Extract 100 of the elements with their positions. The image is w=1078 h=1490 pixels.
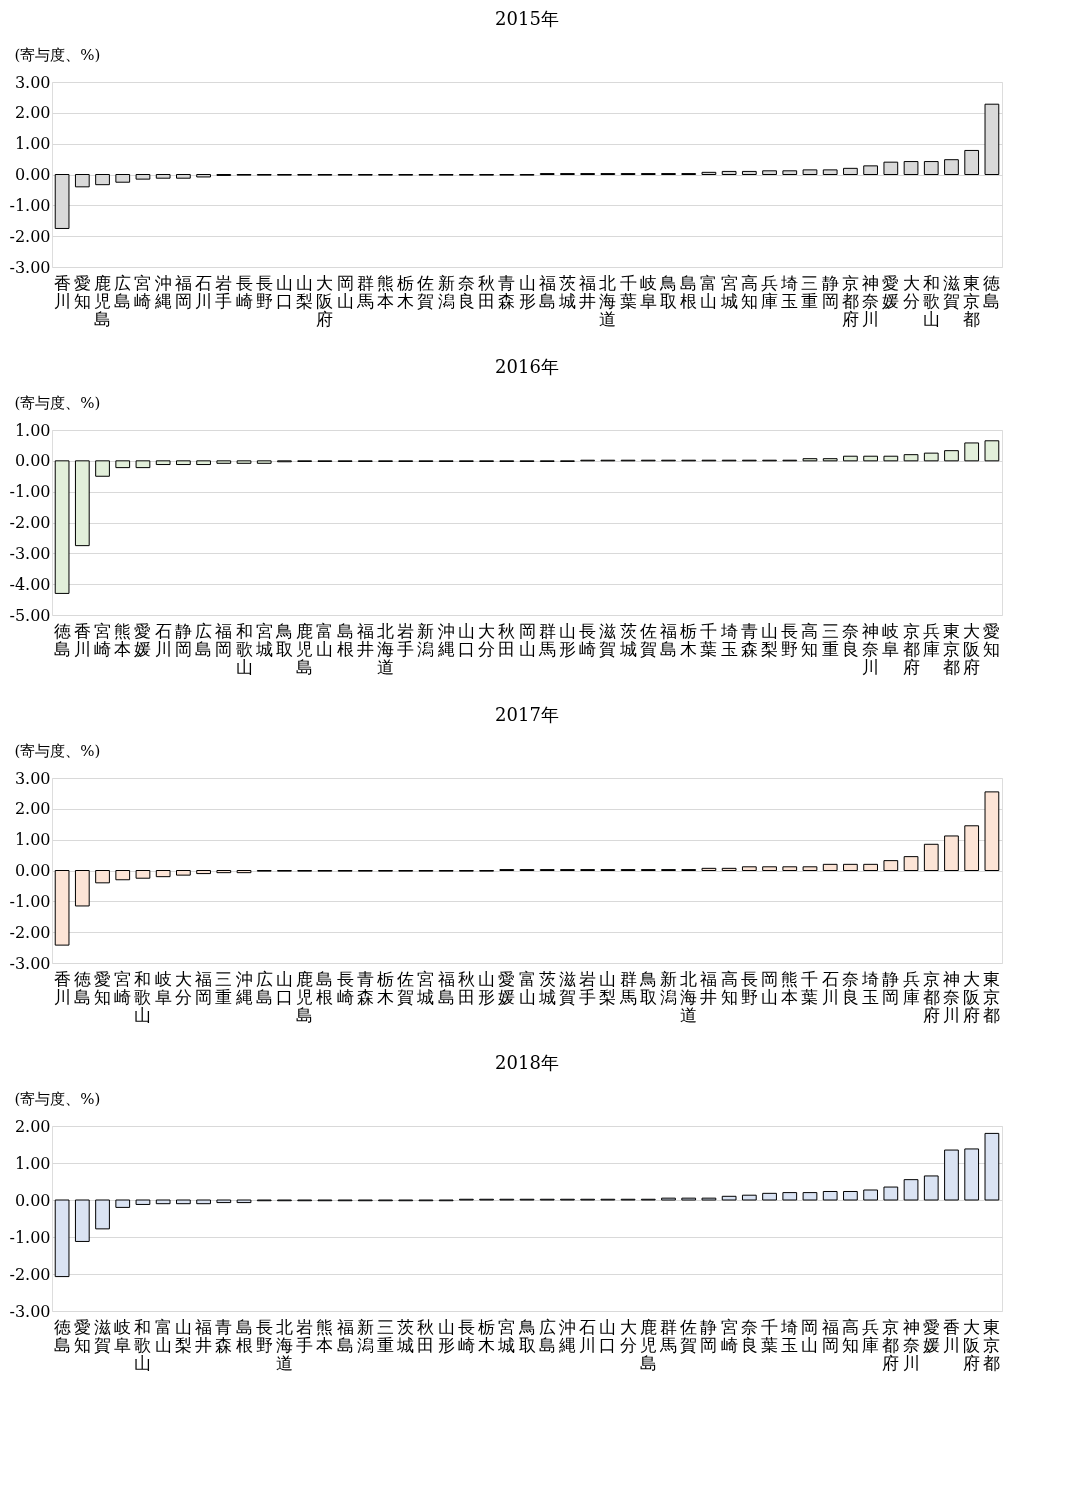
x-tick-label: 青森 [215,1316,233,1355]
bar [883,860,899,871]
x-tick-label: 香川 [53,272,71,311]
y-tick-label: -1.00 [9,1227,51,1247]
x-tick-label: 秋田 [417,1316,435,1355]
x-tick-label: 香川 [73,620,91,659]
x-tick-label: 茨城 [537,968,556,1007]
x-tick-label: 石川 [579,1316,597,1355]
y-tick-label: -3.00 [9,257,51,277]
x-tick-label: 群馬 [355,272,374,311]
y-tick-label: -3.00 [9,543,51,563]
bar [923,1175,939,1201]
x-tick-label: 岐阜 [639,272,657,311]
x-tick-label: 福島 [659,620,677,659]
x-tick-label: 青森 [498,272,516,311]
bar [196,870,211,875]
x-tick-label: 山梨 [174,1316,192,1355]
x-tick-label: 愛媛 [498,968,516,1007]
x-tick-label: 栃木 [680,620,698,659]
y-tick-label: 2.00 [14,799,51,819]
x-tick-label: 徳島 [53,1316,71,1355]
x-tick-label: 青森 [356,968,374,1007]
x-tick-label: 東京都 [963,272,981,329]
y-tick-label: 1.00 [14,134,51,154]
x-tick-label: 兵庫 [862,1316,880,1355]
bar [196,460,211,466]
x-tick-label: 三重 [821,620,839,659]
x-tick-label: 大分 [619,1316,637,1355]
bar [822,1190,838,1201]
x-tick-label: 岡山 [761,968,779,1007]
chart-title: 2017年 [495,704,559,725]
bar [923,843,939,871]
bar [54,870,70,946]
x-tick-label: 神奈川 [862,620,880,677]
x-tick-label: 静岡 [821,272,839,311]
x-tick-label: 長野 [781,620,799,659]
x-tick-label: 愛知 [983,620,1001,659]
bar [762,866,777,871]
y-tick-label: -2.00 [9,922,51,942]
x-tick-label: 愛知 [94,968,112,1007]
bar [176,1199,191,1205]
y-tick-label: 2.00 [14,103,51,123]
x-tick-label: 群馬 [618,968,637,1007]
x-tick-label: 徳島 [73,968,91,1007]
y-axis-title: (寄与度、%) [14,393,101,412]
x-tick-label: 沖縄 [557,1316,576,1355]
bar [236,1199,252,1204]
x-tick-label: 山口 [599,1316,617,1355]
x-tick-label: 島根 [680,272,698,311]
y-tick-label: -3.00 [9,1301,51,1321]
bar [74,870,90,907]
x-tick-label: 宮崎 [94,620,112,659]
x-tick-label: 静岡 [700,1316,718,1355]
bar [155,870,171,878]
bar [843,863,858,871]
x-tick-label: 石川 [195,272,213,311]
x-tick-label: 栃木 [397,272,415,311]
x-tick-label: 群馬 [658,1316,677,1355]
x-tick-label: 沖縄 [153,272,172,311]
x-tick-label: 鳥取 [638,968,657,1007]
x-tick-label: 高知 [740,272,758,311]
x-tick-label: 新潟 [659,968,677,1007]
x-tick-label: 三重 [215,968,233,1007]
x-tick-label: 島根 [316,968,334,1007]
x-tick-label: 秋田 [498,620,516,659]
x-tick-label: 岐阜 [154,968,172,1007]
x-tick-label: 愛媛 [922,1316,940,1355]
bar [802,866,818,871]
bar [135,870,151,879]
x-tick-label: 奈良 [841,968,859,1007]
bar [944,450,959,462]
y-tick-label: -3.00 [9,953,51,973]
x-tick-label: 長崎 [579,620,597,659]
x-tick-label: 高知 [720,968,738,1007]
x-tick-label: 三重 [801,272,819,311]
bar [176,460,191,466]
x-tick-label: 長崎 [235,272,253,311]
x-tick-label: 奈良 [841,620,859,659]
x-tick-label: 福岡 [215,620,233,659]
x-tick-label: 山形 [437,1316,455,1355]
x-tick-label: 埼玉 [780,1316,799,1355]
x-tick-label: 神奈川 [862,272,880,329]
x-tick-label: 富山 [700,272,718,311]
bar [964,825,980,871]
x-tick-label: 福岡 [195,968,213,1007]
x-tick-label: 滋賀 [599,620,617,659]
x-tick-label: 鹿児島 [94,272,112,329]
x-tick-label: 高知 [841,1316,859,1355]
y-tick-label: -4.00 [9,574,51,594]
y-tick-label: 1.00 [14,420,51,440]
bar [863,863,878,871]
x-tick-label: 神奈川 [942,968,960,1025]
y-tick-label: 0.00 [14,165,51,184]
x-tick-label: 広島 [538,1316,556,1355]
x-tick-label: 熊本 [377,272,395,311]
x-tick-label: 島根 [336,620,354,659]
x-tick-label: 埼玉 [861,968,880,1007]
x-tick-label: 福井 [700,968,718,1007]
x-tick-label: 長野 [740,968,758,1007]
x-tick-label: 福岡 [174,272,192,311]
